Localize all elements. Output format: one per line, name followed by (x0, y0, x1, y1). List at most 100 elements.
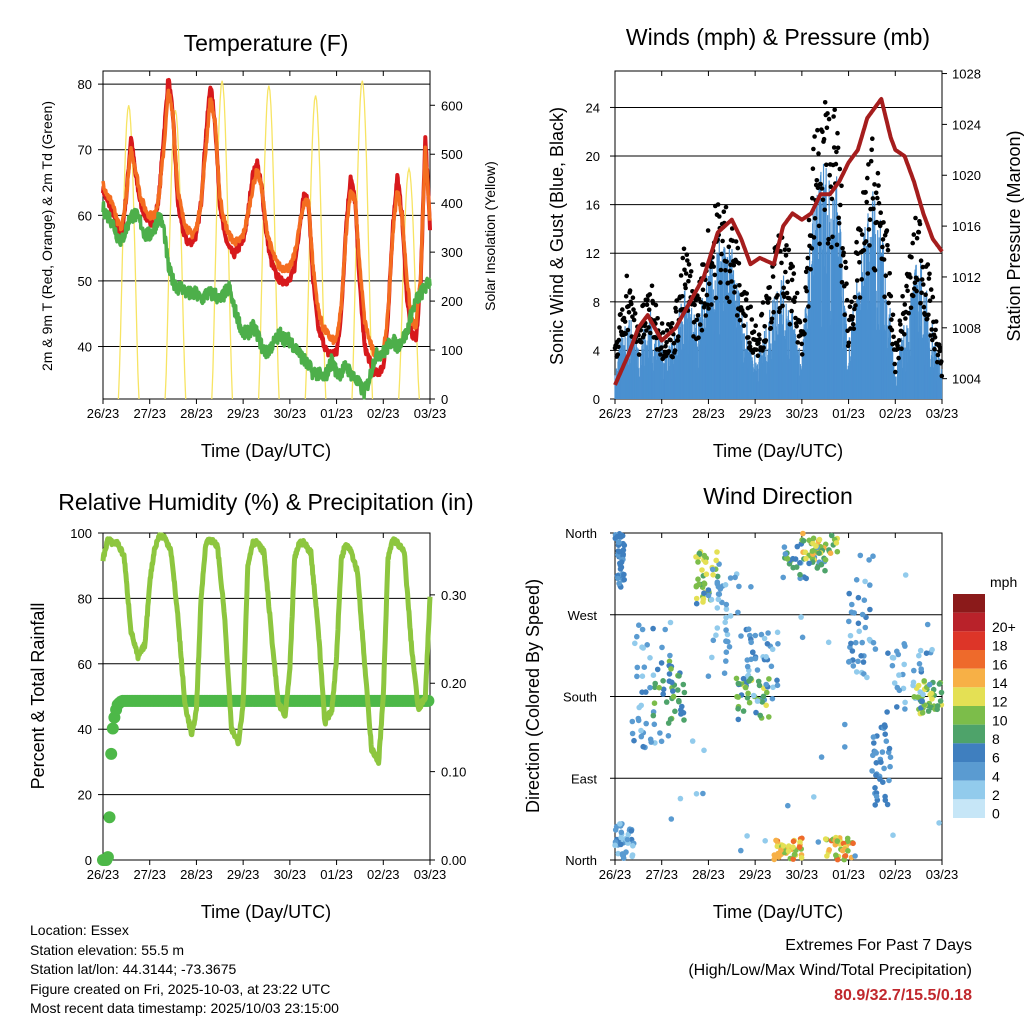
direction-point (738, 633, 744, 639)
x-tick-label: 29/23 (739, 867, 772, 882)
gust-point (696, 335, 701, 341)
direction-point (742, 684, 749, 691)
y-tick-label: 40 (78, 722, 92, 737)
direction-point (634, 664, 641, 671)
gust-point (627, 288, 633, 293)
gust-point (632, 311, 638, 316)
gust-point (911, 232, 917, 237)
gust-point (694, 317, 700, 323)
gust-point (896, 338, 902, 343)
latlon-text: Station lat/lon: 44.3144; -73.3675 (30, 961, 237, 977)
direction-point (809, 548, 816, 554)
direction-point (901, 661, 907, 668)
direction-point (765, 630, 771, 636)
direction-point (620, 547, 627, 553)
gust-point (755, 353, 761, 359)
direction-point (852, 853, 858, 859)
gust-point (883, 273, 889, 279)
gust-point (926, 312, 931, 318)
2m-td-series-line (101, 200, 432, 400)
x-tick-label: 01/23 (320, 867, 353, 882)
direction-point (708, 596, 715, 603)
gust-point (799, 352, 805, 357)
direction-point (695, 576, 701, 582)
gust-point (816, 151, 821, 156)
direction-point (714, 579, 721, 585)
direction-point (884, 801, 891, 808)
chart-title: Temperature (F) (184, 30, 349, 56)
direction-point (639, 626, 646, 633)
gust-point (892, 361, 897, 367)
gust-point (812, 216, 818, 221)
gust-point (785, 279, 790, 285)
direction-point (660, 691, 666, 697)
gust-point (869, 147, 874, 153)
legend-swatch (953, 631, 985, 650)
gust-point (850, 322, 856, 327)
gust-point (786, 247, 792, 253)
direction-point (612, 827, 619, 833)
direction-point (790, 856, 796, 862)
gust-point (917, 221, 923, 227)
gust-point (804, 288, 809, 294)
direction-point (785, 848, 792, 854)
gust-point (829, 244, 834, 250)
gust-point (794, 324, 799, 329)
direction-point (667, 716, 674, 722)
direction-point (883, 738, 890, 744)
direction-point (701, 747, 707, 754)
direction-point (657, 730, 663, 736)
gust-point (753, 323, 758, 329)
direction-point (873, 760, 880, 766)
direction-point (902, 699, 908, 706)
direction-point (784, 556, 791, 562)
gust-point (717, 214, 722, 219)
direction-point (630, 843, 636, 849)
gust-point (747, 340, 752, 346)
direction-point (701, 552, 708, 559)
direction-point (647, 655, 653, 661)
gust-point (631, 307, 636, 312)
direction-point (757, 712, 763, 719)
direction-point (771, 856, 777, 863)
winds-panel: Winds (mph) & Pressure (mb) 26/23 27/23 28/… (547, 24, 1024, 461)
direction-point (911, 667, 917, 674)
direction-point (643, 720, 649, 727)
gust-point (622, 319, 628, 324)
direction-point (717, 586, 724, 592)
direction-point (647, 684, 653, 691)
gust-point (706, 306, 711, 311)
gust-point (840, 246, 845, 251)
y2-tick-label: 1016 (952, 219, 981, 234)
direction-point (894, 648, 900, 655)
gust-point (746, 335, 751, 340)
gust-point (672, 348, 678, 353)
direction-point (790, 838, 797, 845)
gust-point (829, 196, 835, 202)
direction-point (798, 855, 805, 861)
gust-point (826, 236, 831, 242)
gust-point (624, 273, 630, 279)
direction-point (758, 631, 765, 638)
direction-point (723, 658, 729, 664)
gust-point (889, 327, 895, 333)
direction-point (670, 693, 677, 700)
gust-point (686, 278, 691, 284)
gust-point (887, 271, 892, 276)
gust-point (789, 277, 795, 283)
gust-point (822, 100, 828, 105)
gust-point (842, 312, 848, 318)
gust-point (861, 248, 867, 253)
y2-tick-label: 0.00 (441, 853, 466, 868)
gust-point (735, 245, 741, 251)
x-tick-label: 26/23 (599, 867, 632, 882)
direction-point (651, 721, 658, 728)
direction-point (693, 554, 699, 560)
gust-point (729, 279, 734, 284)
gust-point (645, 297, 650, 303)
gust-point (922, 312, 928, 318)
direction-point (853, 639, 859, 646)
gust-point (748, 304, 753, 310)
pressure-line (613, 97, 944, 386)
direction-point (710, 637, 717, 644)
